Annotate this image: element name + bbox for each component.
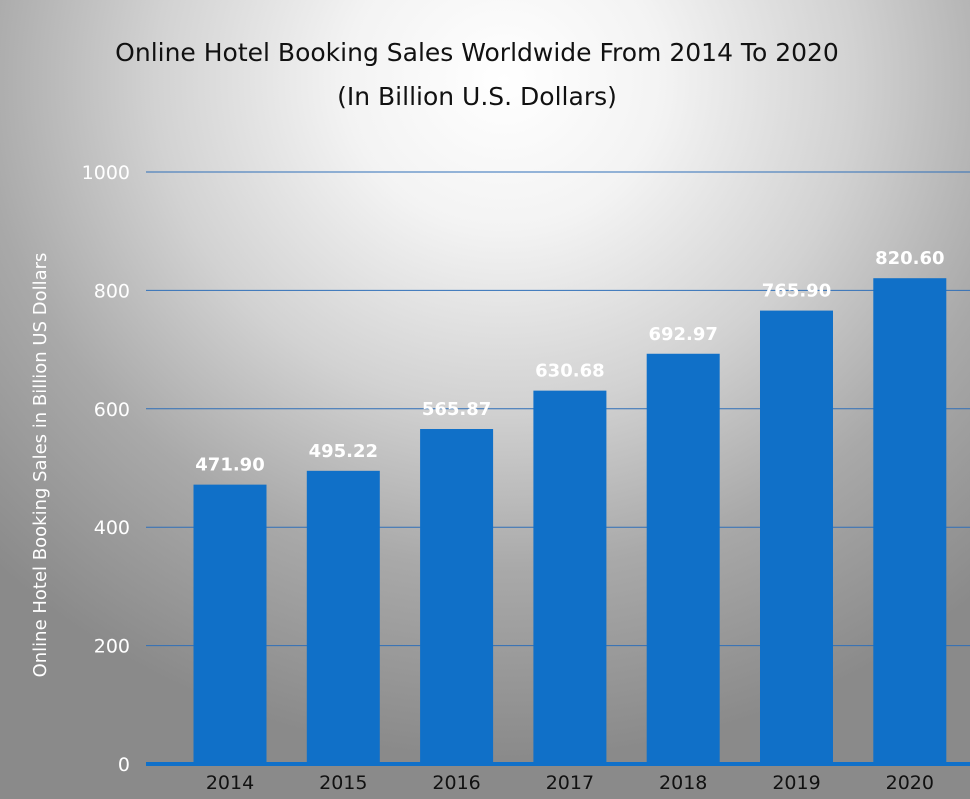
data-label-2019: 765.90 [762,281,831,302]
bar-2018 [646,353,720,764]
bar-2015 [306,470,380,764]
bar-2014 [193,484,267,764]
x-tick-label: 2020 [886,772,934,794]
y-axis-label: Online Hotel Booking Sales in Billion US… [30,253,51,678]
data-label-2014: 471.90 [195,455,264,476]
x-axis-ticks: 2014 2015 2016 2017 2018 2019 2020 [206,772,934,794]
bar-2020 [873,278,947,764]
y-tick-label: 200 [94,636,130,658]
bars [193,278,947,764]
data-labels: 471.90 495.22 565.87 630.68 692.97 765.90 820.… [195,248,944,475]
y-tick-label: 400 [94,517,130,539]
data-label-2015: 495.22 [309,441,378,462]
data-label-2016: 565.87 [422,399,491,420]
chart-title: Online Hotel Booking Sales Worldwide Fro… [115,38,839,67]
x-tick-label: 2014 [206,772,254,794]
y-tick-label: 0 [118,754,130,776]
y-tick-label: 800 [94,280,130,302]
data-label-2017: 630.68 [535,361,604,382]
x-tick-label: 2015 [319,772,367,794]
x-tick-label: 2019 [772,772,820,794]
data-label-2020: 820.60 [875,248,944,269]
x-tick-label: 2017 [546,772,594,794]
chart-subtitle: (In Billion U.S. Dollars) [337,82,617,111]
x-tick-label: 2016 [432,772,480,794]
y-axis-ticks: 0 200 400 600 800 1000 [82,162,130,776]
x-tick-label: 2018 [659,772,707,794]
bar-2016 [420,429,494,764]
data-label-2018: 692.97 [648,324,717,345]
y-tick-label: 1000 [82,162,130,184]
y-tick-label: 600 [94,399,130,421]
bar-2019 [760,310,833,764]
bar-2017 [533,390,607,764]
